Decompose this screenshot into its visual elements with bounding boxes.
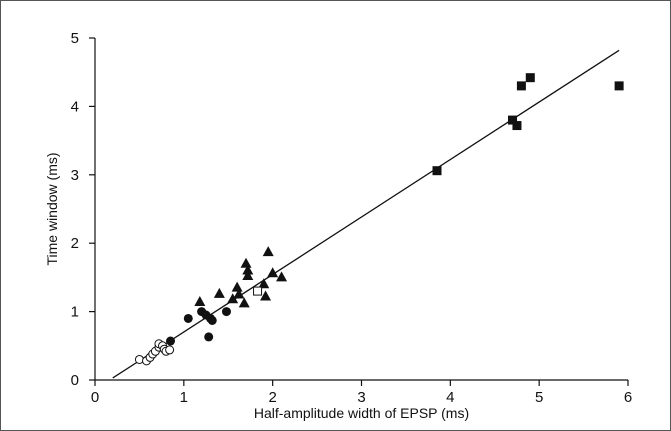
filled-triangle-point [262,246,274,257]
filled-square-point [525,73,535,83]
filled-triangle-point [231,281,243,292]
open-circle-point [165,345,175,355]
x-tick-label: 0 [91,389,99,406]
filled-triangle-point [194,296,206,307]
filled-square-point [614,81,624,91]
filled-circle-point [166,336,176,346]
y-tick-label: 1 [71,304,79,321]
filled-circle-point [204,332,214,342]
axes [94,38,628,381]
x-tick-label: 3 [357,389,365,406]
x-tick-label: 6 [624,389,632,406]
filled-triangle-point [258,278,270,289]
filled-circle-point [221,307,231,317]
x-tick-label: 1 [180,389,188,406]
filled-triangle-point [233,288,245,299]
filled-triangle-point [213,287,225,298]
x-ticks: 0 1 2 3 4 5 6 [91,380,632,406]
filled-triangle-point [267,267,279,278]
open-square-point [253,286,263,296]
filled-square-point [512,121,522,131]
x-tick-label: 4 [446,389,454,406]
regression-line [112,49,620,379]
y-tick-label: 2 [71,235,79,252]
y-tick-label: 5 [71,30,79,47]
x-tick-label: 2 [268,389,276,406]
filled-triangle-point [242,264,254,275]
filled-triangle-point [227,293,239,304]
data-points [134,73,624,366]
filled-circle-point [207,315,217,325]
y-tick-label: 0 [71,372,79,389]
x-tick-label: 5 [535,389,543,406]
filled-triangle-point [240,257,252,268]
open-circle-point [134,354,144,364]
filled-square-point [432,166,442,176]
y-tick-label: 4 [71,98,79,115]
filled-square-point [508,115,518,125]
filled-triangle-point [260,290,272,301]
filled-square-point [516,81,526,91]
y-axis-title: Time window (ms) [44,152,60,265]
filled-triangle-point [276,271,288,282]
y-ticks: 0 1 2 3 4 5 [71,30,95,389]
filled-triangle-point [238,297,250,308]
y-tick-label: 3 [71,167,79,184]
filled-triangle-point [242,270,254,281]
filled-circle-point [183,313,193,323]
x-axis-title: Half-amplitude width of EPSP (ms) [254,405,469,421]
